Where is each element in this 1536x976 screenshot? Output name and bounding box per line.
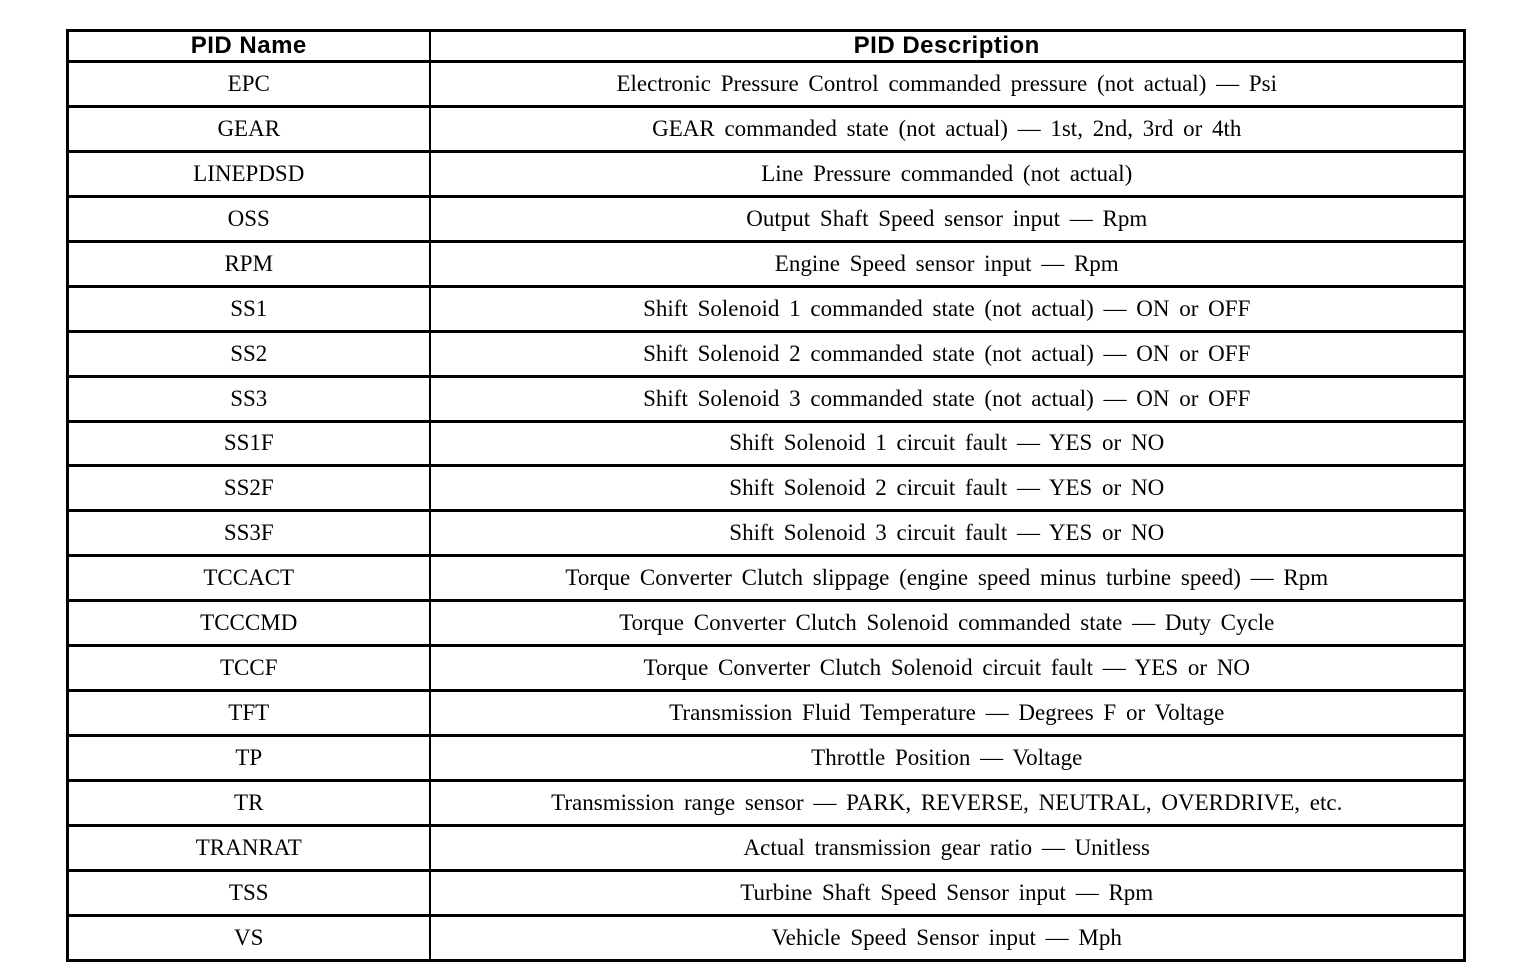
col-header-pid-description: PID Description	[428, 29, 1466, 63]
pid-description-cell: Actual transmission gear ratio — Unitles…	[428, 823, 1466, 872]
table-row-tft: TFT Transmission Fluid Temperature — Deg…	[66, 689, 1466, 738]
pid-description-cell: Turbine Shaft Speed Sensor input — Rpm	[428, 868, 1466, 917]
pid-name-cell: TFT	[66, 689, 431, 738]
col-header-pid-name: PID Name	[66, 29, 431, 63]
pid-description-cell: Shift Solenoid 2 circuit fault — YES or …	[428, 464, 1466, 513]
pid-name-cell: TCCCMD	[66, 599, 431, 648]
table-row-tccf: TCCF Torque Converter Clutch Solenoid ci…	[66, 644, 1466, 693]
pid-name-cell: SS3F	[66, 509, 431, 558]
pid-description-cell: Shift Solenoid 2 commanded state (not ac…	[428, 329, 1466, 378]
table-row-ss3f: SS3F Shift Solenoid 3 circuit fault — YE…	[66, 509, 1466, 558]
table-row-tp: TP Throttle Position — Voltage	[66, 734, 1466, 782]
table-row-rpm: RPM Engine Speed sensor input — Rpm	[66, 239, 1466, 288]
table-row-ss1f: SS1F Shift Solenoid 1 circuit fault — YE…	[66, 419, 1466, 468]
pid-description-cell: Torque Converter Clutch Solenoid circuit…	[428, 644, 1466, 693]
pid-description-cell: Engine Speed sensor input — Rpm	[428, 239, 1466, 288]
table-row-oss: OSS Output Shaft Speed sensor input — Rp…	[66, 194, 1466, 243]
pid-description-cell: Shift Solenoid 1 commanded state (not ac…	[428, 284, 1466, 333]
pid-name-cell: TR	[66, 779, 431, 827]
pid-name-cell: OSS	[66, 194, 431, 243]
pid-name-cell: EPC	[66, 60, 431, 108]
table-row-epc: EPC Electronic Pressure Control commande…	[66, 60, 1466, 108]
table-row-tss: TSS Turbine Shaft Speed Sensor input — R…	[66, 868, 1466, 917]
pid-name-cell: SS1F	[66, 419, 431, 468]
table-row-tranrat: TRANRAT Actual transmission gear ratio —…	[66, 823, 1466, 872]
pid-description-cell: Throttle Position — Voltage	[428, 734, 1466, 782]
pid-description-cell: Transmission Fluid Temperature — Degrees…	[428, 689, 1466, 738]
pid-description-cell: Transmission range sensor — PARK, REVERS…	[428, 779, 1466, 827]
pid-name-cell: SS3	[66, 374, 431, 423]
pid-description-cell: Torque Converter Clutch slippage (engine…	[428, 554, 1466, 603]
table-row-gear: GEAR GEAR commanded state (not actual) —…	[66, 104, 1466, 153]
pid-name-cell: SS1	[66, 284, 431, 333]
table-row-tr: TR Transmission range sensor — PARK, REV…	[66, 779, 1466, 827]
pid-description-cell: Line Pressure commanded (not actual)	[428, 149, 1466, 198]
document-page: PID Name PID Description EPC Electronic …	[66, 29, 1466, 963]
pid-name-cell: TRANRAT	[66, 823, 431, 872]
pid-name-cell: SS2	[66, 329, 431, 378]
table-row-tccact: TCCACT Torque Converter Clutch slippage …	[66, 554, 1466, 603]
header-row: PID Name PID Description	[66, 29, 1466, 63]
table-row-ss1: SS1 Shift Solenoid 1 commanded state (no…	[66, 284, 1466, 333]
table-row-ss2f: SS2F Shift Solenoid 2 circuit fault — YE…	[66, 464, 1466, 513]
table-row-linepdsd: LINEPDSD Line Pressure commanded (not ac…	[66, 149, 1466, 198]
pid-name-cell: RPM	[66, 239, 431, 288]
pid-description-cell: GEAR commanded state (not actual) — 1st,…	[428, 104, 1466, 153]
pid-name-cell: TCCF	[66, 644, 431, 693]
pid-description-cell: Vehicle Speed Sensor input — Mph	[428, 913, 1466, 963]
pid-description-cell: Shift Solenoid 1 circuit fault — YES or …	[428, 419, 1466, 468]
pid-table: PID Name PID Description EPC Electronic …	[66, 29, 1466, 963]
pid-description-cell: Electronic Pressure Control commanded pr…	[428, 60, 1466, 108]
table-row-ss3: SS3 Shift Solenoid 3 commanded state (no…	[66, 374, 1466, 423]
pid-description-cell: Shift Solenoid 3 circuit fault — YES or …	[428, 509, 1466, 558]
pid-name-cell: SS2F	[66, 464, 431, 513]
table-row-ss2: SS2 Shift Solenoid 2 commanded state (no…	[66, 329, 1466, 378]
pid-description-cell: Shift Solenoid 3 commanded state (not ac…	[428, 374, 1466, 423]
pid-name-cell: TCCACT	[66, 554, 431, 603]
pid-name-cell: VS	[66, 913, 431, 963]
pid-description-cell: Output Shaft Speed sensor input — Rpm	[428, 194, 1466, 243]
pid-name-cell: GEAR	[66, 104, 431, 153]
table-row-vs: VS Vehicle Speed Sensor input — Mph	[66, 913, 1466, 963]
table-row-tcccmd: TCCCMD Torque Converter Clutch Solenoid …	[66, 599, 1466, 648]
pid-name-cell: LINEPDSD	[66, 149, 431, 198]
pid-description-cell: Torque Converter Clutch Solenoid command…	[428, 599, 1466, 648]
pid-name-cell: TP	[66, 734, 431, 782]
pid-name-cell: TSS	[66, 868, 431, 917]
